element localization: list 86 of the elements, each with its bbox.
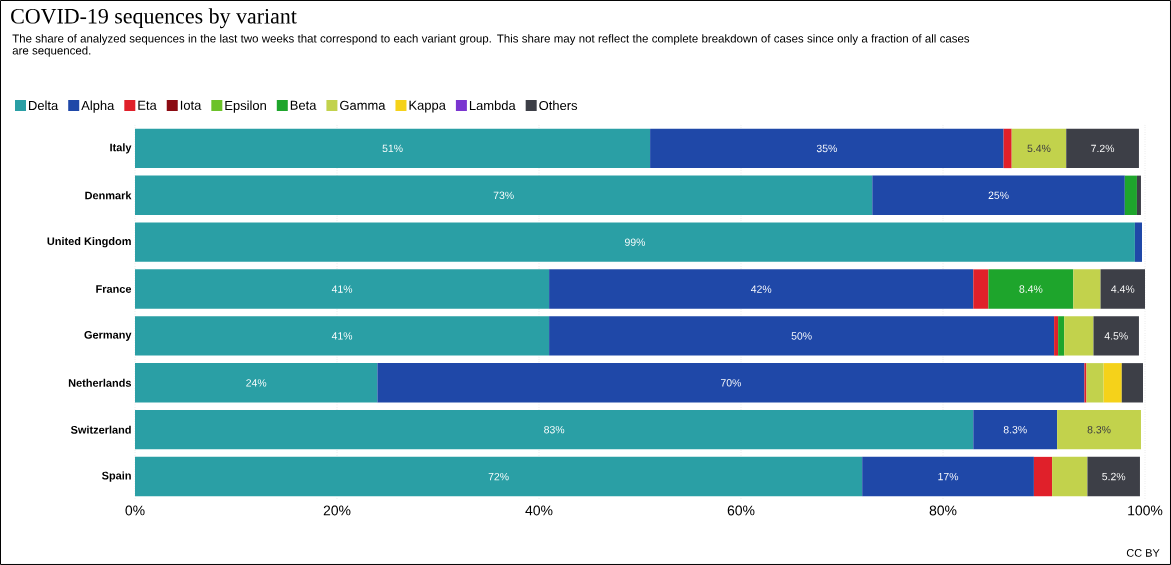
- bar: [135, 175, 873, 215]
- bar: [1121, 363, 1143, 403]
- y-tick-label: Germany: [84, 330, 132, 341]
- legend-label: Gamma: [340, 100, 386, 110]
- data-label: 17%: [938, 472, 959, 481]
- data-label: 7.2%: [1091, 144, 1115, 153]
- bar: [1103, 363, 1122, 403]
- x-tick-label: 0%: [125, 505, 145, 516]
- legend-label: Delta: [29, 100, 59, 111]
- bar: [1100, 269, 1145, 309]
- data-label: 99%: [624, 238, 646, 246]
- text: CC BY: [1126, 549, 1160, 557]
- data-label: 73%: [493, 191, 514, 200]
- bar: [872, 175, 1125, 215]
- bar: [377, 363, 1085, 403]
- data-label: 41%: [331, 332, 353, 340]
- bar: [549, 316, 1055, 356]
- bar: [135, 456, 863, 497]
- x-tick-label: 20%: [323, 505, 351, 516]
- bar: [1093, 316, 1139, 356]
- legend-label: Kappa: [409, 100, 446, 113]
- legend-label: Eta: [138, 100, 157, 110]
- data-label: 24%: [246, 379, 267, 387]
- bar: [1033, 456, 1053, 497]
- data-label: 5.4%: [1027, 144, 1051, 153]
- bar: [1054, 316, 1059, 356]
- x-tick-label: 80%: [929, 505, 957, 516]
- bar: [1058, 316, 1065, 356]
- bar: [1066, 128, 1139, 169]
- y-tick-label: Netherlands: [68, 378, 132, 387]
- bar: [1086, 363, 1104, 403]
- legend-label: Iota: [180, 100, 202, 110]
- data-label: 25%: [988, 191, 1009, 200]
- legend-label: Lambda: [469, 100, 516, 111]
- bar: [135, 128, 651, 169]
- data-label: 72%: [488, 472, 509, 481]
- x-tick-label: 100%: [1128, 505, 1163, 516]
- bar: [135, 363, 378, 403]
- data-label: 8.3%: [1003, 425, 1027, 434]
- y-tick-label: United Kingdom: [47, 237, 131, 248]
- data-label: 70%: [720, 379, 741, 387]
- bar: [1124, 175, 1137, 215]
- data-label: 50%: [791, 332, 812, 340]
- chart-subtitle: The share of analyzed sequences in the last two weeks that correspond to each variant group. This share may not reflect the complete breakdown of cases since only a fraction of all cases are sequenced.: [12, 34, 970, 57]
- bar: [650, 128, 1004, 169]
- bar: [1134, 222, 1142, 262]
- bar: [549, 269, 974, 309]
- bar: [135, 222, 1135, 262]
- bar: [1011, 128, 1067, 169]
- x-tick-label: 40%: [525, 505, 553, 516]
- legend-label: Others: [539, 100, 578, 111]
- y-tick-label: Denmark: [85, 191, 132, 200]
- legend-label: Alpha: [81, 100, 115, 113]
- bar: [973, 269, 989, 309]
- bar: [1087, 456, 1140, 497]
- x-tick-label: 60%: [727, 505, 755, 516]
- bar: [135, 409, 974, 450]
- bar: [1073, 269, 1101, 309]
- bar: [973, 409, 1058, 450]
- data-label: 83%: [544, 425, 565, 434]
- bar: [862, 456, 1034, 497]
- legend-label: Epsilon: [225, 100, 266, 113]
- data-label: 8.4%: [1019, 285, 1043, 293]
- data-label: 8.3%: [1087, 425, 1111, 434]
- data-label: 51%: [382, 144, 403, 153]
- y-tick-label: Switzerland: [70, 425, 131, 434]
- bar: [1052, 456, 1088, 497]
- bar: [1003, 128, 1012, 169]
- data-label: 42%: [750, 285, 772, 293]
- bar: [1064, 316, 1094, 356]
- data-label: 41%: [331, 285, 353, 293]
- bar: [1136, 175, 1141, 215]
- bar: [135, 316, 550, 356]
- bar: [135, 269, 550, 309]
- y-tick-label: Italy: [110, 143, 132, 154]
- data-label: 35%: [816, 144, 837, 153]
- data-label: 5.2%: [1102, 472, 1126, 481]
- bar: [988, 269, 1074, 309]
- data-label: 4.5%: [1104, 332, 1128, 340]
- y-tick-label: Spain: [101, 471, 131, 482]
- y-tick-label: France: [96, 285, 132, 293]
- data-label: 4.4%: [1111, 285, 1135, 293]
- bar: [1084, 363, 1087, 403]
- chart-title: COVID-19 sequences by variant: [11, 8, 297, 29]
- bar: [1057, 409, 1141, 450]
- legend-label: Beta: [290, 100, 317, 110]
